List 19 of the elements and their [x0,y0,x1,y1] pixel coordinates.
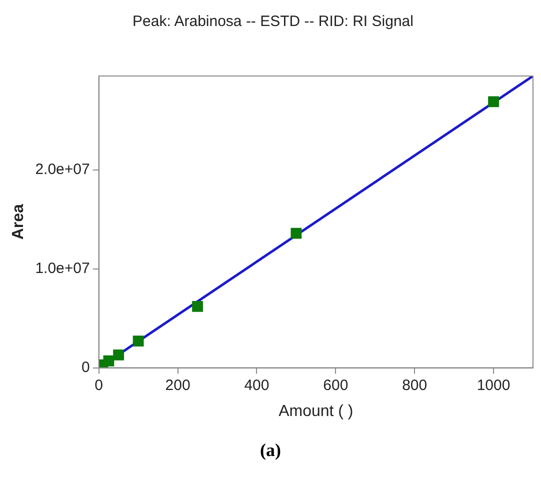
point [488,96,499,108]
x-tick-label: 1000 [476,376,510,394]
chart-title: Peak: Arabinosa -- ESTD -- RID: RI Signal [132,13,414,30]
y-tick-label: 1.0e+07 [35,260,90,278]
x-axis-title: Amount ( ) [278,402,354,420]
point [290,228,302,239]
y-tick-label: 0 [81,358,90,376]
x-tick-label: 0 [94,376,104,394]
point [132,336,144,347]
x-tick-label: 200 [165,376,190,394]
point [103,355,114,366]
y-axis-title: Area [10,204,28,240]
x-tick-label: 600 [323,376,348,394]
point [192,301,203,312]
text: (a) [259,440,282,461]
y-tick-label: 2.0e+07 [35,161,90,178]
point [113,349,124,360]
x-tick-label: 400 [244,376,270,394]
x-tick-label: 800 [402,376,428,394]
